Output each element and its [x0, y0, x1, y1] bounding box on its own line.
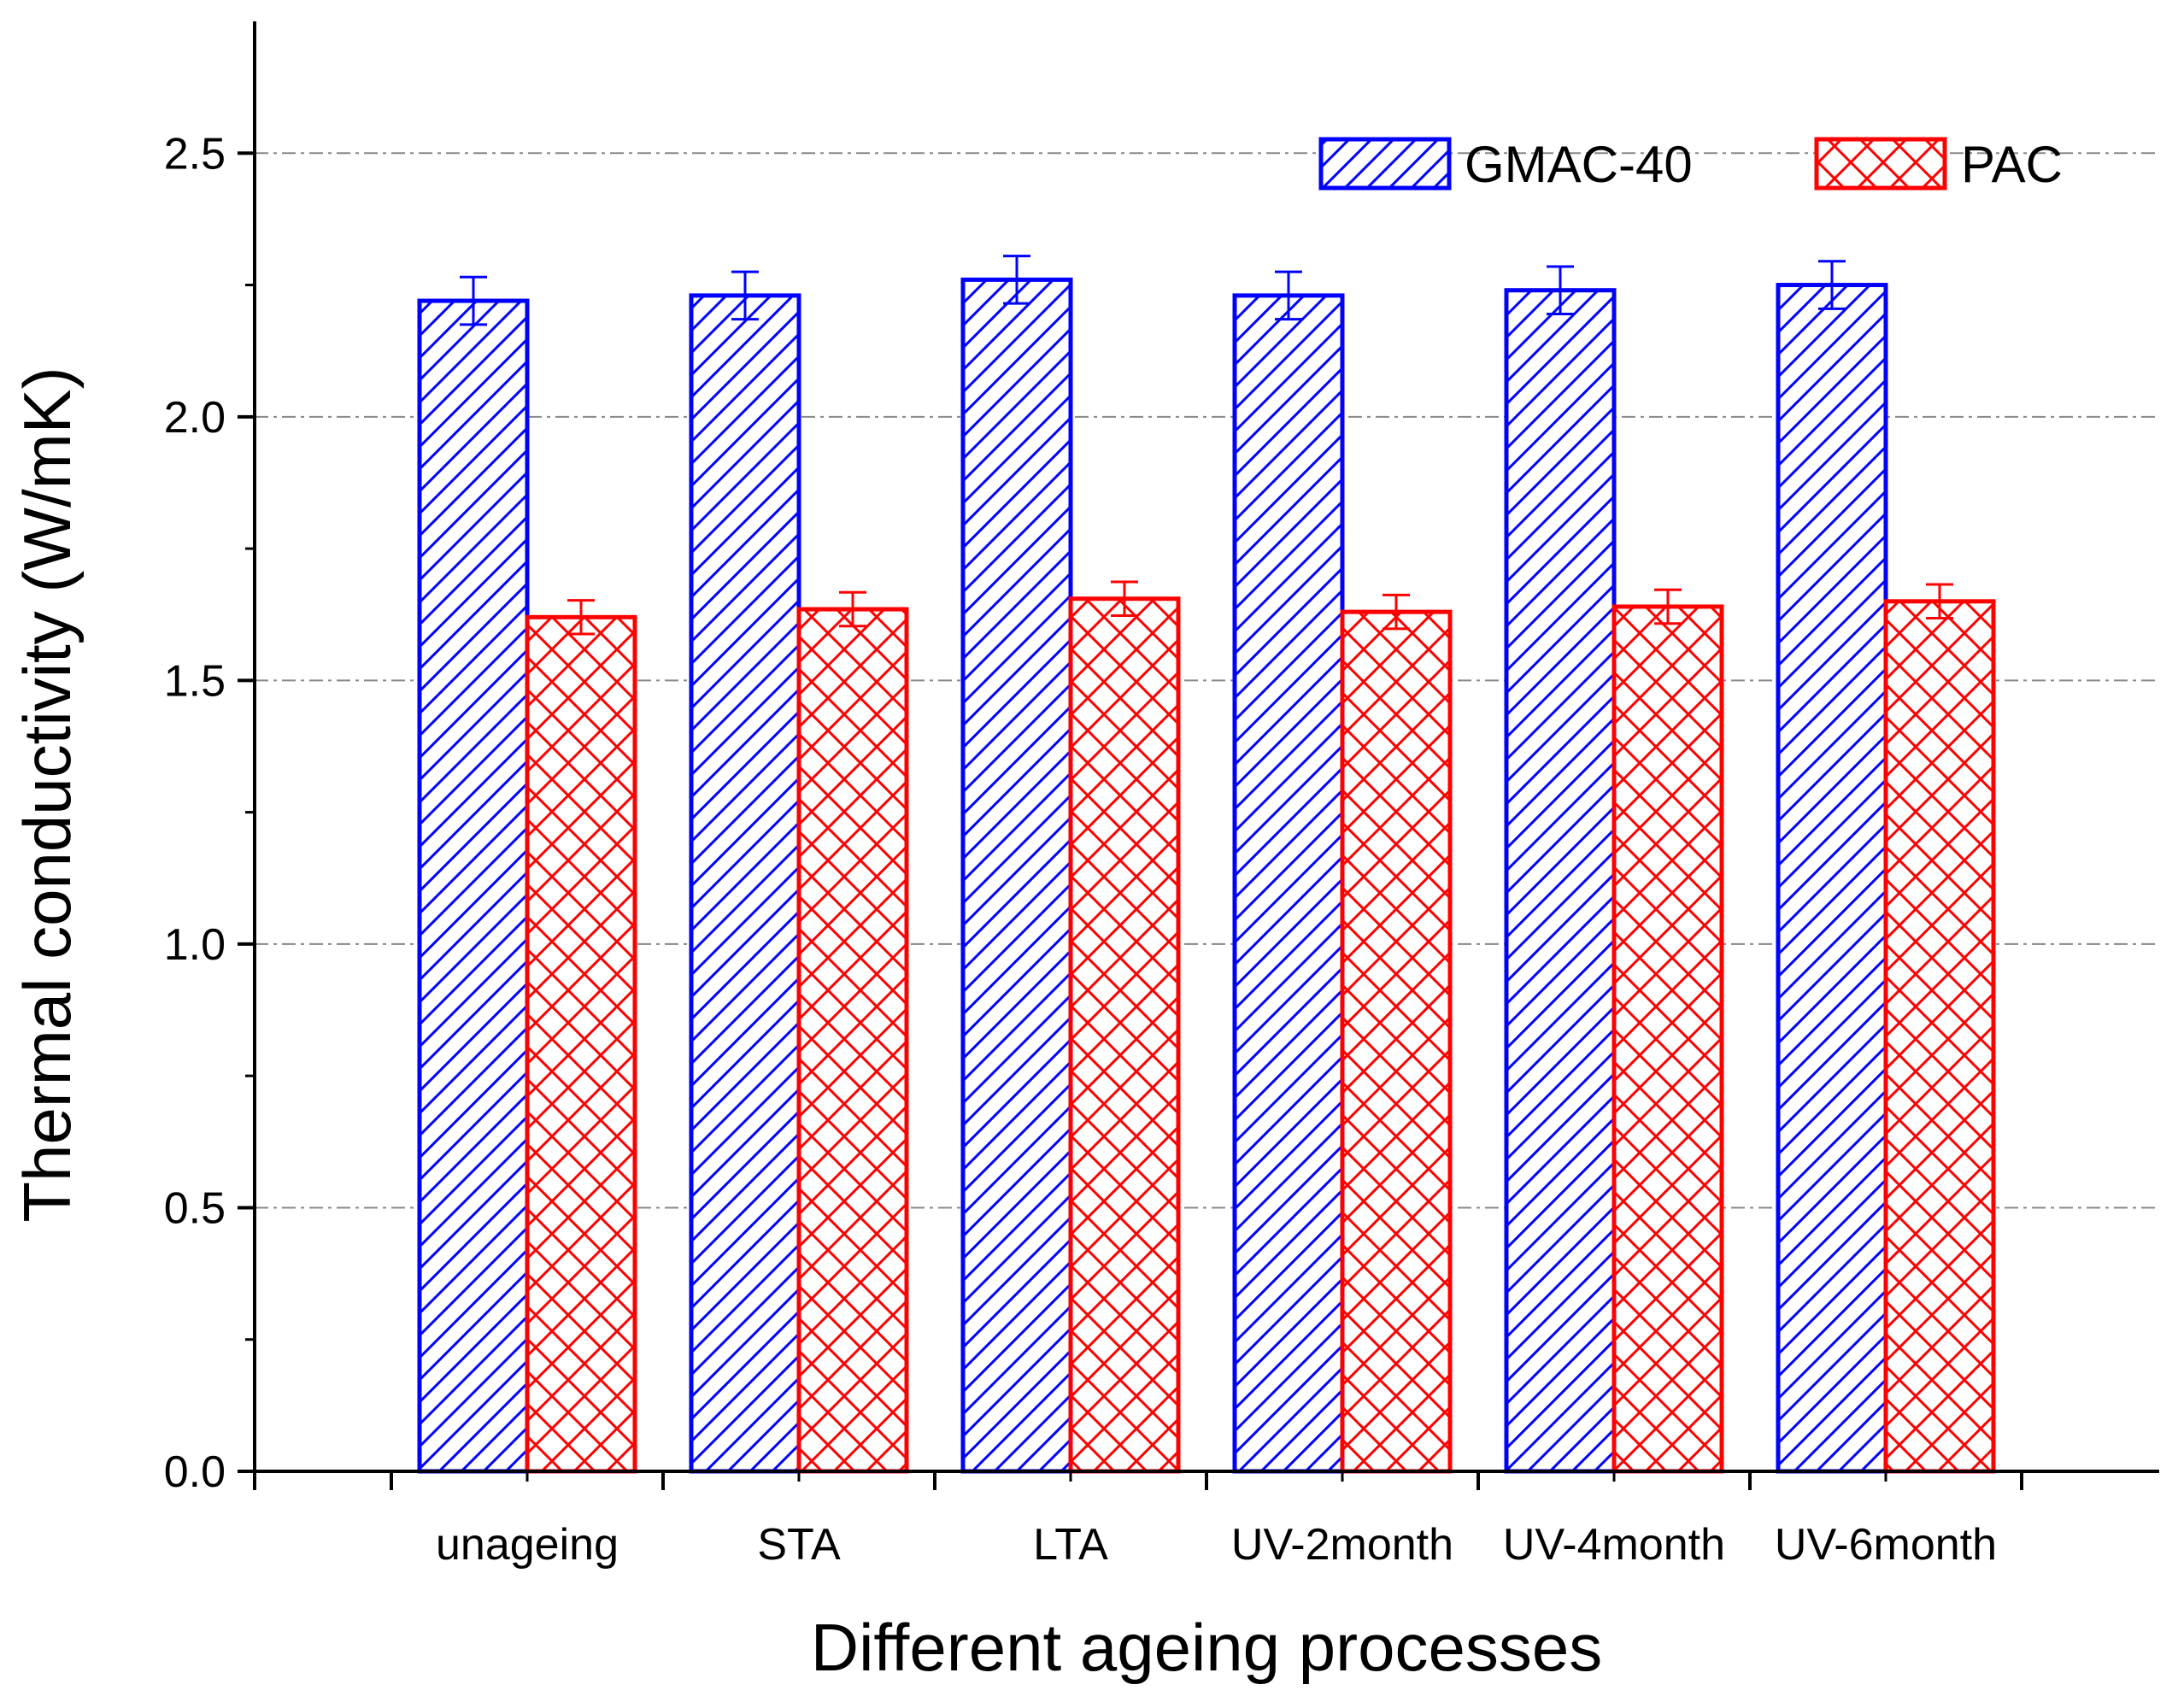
bar-gmac-40-uv-2month: [1232, 293, 1345, 1474]
error-bar-pac-uv-4month: [1654, 588, 1682, 625]
bar-pac-sta: [796, 607, 909, 1474]
y-tick-label: 1.0: [164, 920, 226, 970]
error-bar-pac-lta: [1111, 580, 1138, 617]
legend: GMAC-40 PAC: [1318, 136, 2063, 193]
error-bar-gmac-40-uv-2month: [1275, 270, 1302, 321]
y-tick-label: 2.0: [164, 393, 226, 443]
error-bar-pac-unageing: [567, 599, 595, 636]
bar-pac-lta: [1068, 596, 1181, 1474]
bar-pac-unageing: [525, 614, 637, 1474]
error-bar-gmac-40-uv-4month: [1547, 265, 1574, 315]
bar-pac-uv-6month: [1883, 599, 1996, 1474]
bars: [417, 277, 1996, 1474]
bar-gmac-40-uv-6month: [1776, 283, 1888, 1474]
bar-pac-uv-4month: [1611, 604, 1724, 1474]
bar-gmac-40-unageing: [417, 298, 530, 1474]
error-bar-gmac-40-unageing: [460, 275, 487, 326]
bar-gmac-40-lta: [960, 277, 1073, 1474]
error-bar-pac-uv-6month: [1926, 583, 1953, 620]
y-axis-title: Thermal conductivity (W/mK): [9, 367, 85, 1222]
error-bar-gmac-40-sta: [731, 270, 759, 321]
bar-gmac-40-uv-4month: [1504, 288, 1617, 1474]
x-tick-label-uv-6month: UV-6month: [1775, 1520, 1997, 1570]
error-bar-pac-sta: [839, 590, 866, 628]
y-tick-label: 1.5: [164, 656, 226, 706]
x-tick-label-sta: STA: [757, 1520, 841, 1570]
y-tick-label: 0.5: [164, 1183, 226, 1233]
legend-swatch-gmac-40: [1318, 137, 1452, 191]
error-bar-pac-uv-2month: [1383, 593, 1410, 631]
x-axis-ticks: unageing STA LTA UV-2month UV-4month UV-6mont…: [253, 1471, 2023, 1570]
x-tick-label-lta: LTA: [1033, 1520, 1108, 1570]
x-tick-label-uv-4month: UV-4month: [1503, 1520, 1725, 1570]
x-tick-label-uv-2month: UV-2month: [1231, 1520, 1453, 1570]
bar-pac-uv-2month: [1340, 609, 1453, 1474]
legend-label-pac: PAC: [1961, 136, 2063, 193]
y-tick-label: 0.0: [164, 1447, 226, 1497]
x-tick-label-unageing: unageing: [436, 1520, 619, 1570]
legend-swatch-pac: [1814, 137, 1947, 191]
bar-gmac-40-sta: [689, 293, 801, 1474]
error-bar-gmac-40-lta: [1003, 255, 1030, 305]
error-bar-gmac-40-uv-6month: [1818, 260, 1846, 310]
legend-label-gmac-40: GMAC-40: [1465, 136, 1693, 193]
y-axis-ticks: 0.0 0.5 1.0 1.5 2.0 2.5: [164, 129, 255, 1497]
error-bars: [460, 255, 1953, 636]
y-tick-label: 2.5: [164, 129, 226, 179]
x-axis-title: Different ageing processes: [811, 1610, 1602, 1685]
